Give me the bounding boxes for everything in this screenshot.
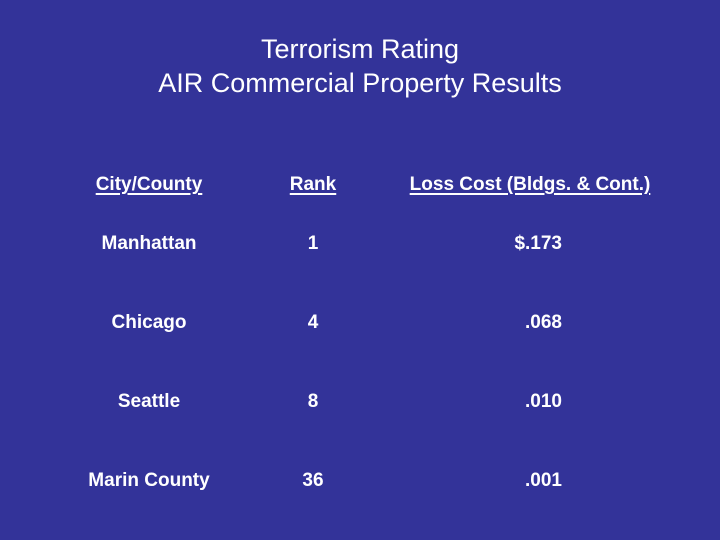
row-rank: 36 — [302, 470, 324, 491]
row-city: Manhattan — [101, 233, 197, 254]
row-loss-cost: .010 — [525, 391, 562, 412]
title-line-2: AIR Commercial Property Results — [158, 68, 562, 98]
row-city: Chicago — [111, 312, 187, 333]
header-city-county: City/County — [95, 174, 203, 195]
title-line-1: Terrorism Rating — [260, 34, 460, 64]
row-city: Marin County — [88, 470, 210, 491]
row-rank: 1 — [307, 233, 319, 254]
header-rank: Rank — [289, 174, 337, 195]
slide-title: Terrorism Rating AIR Commercial Property… — [0, 32, 720, 100]
header-loss-cost: Loss Cost (Bldgs. & Cont.) — [409, 174, 651, 195]
row-rank: 4 — [307, 312, 319, 333]
row-city: Seattle — [117, 391, 181, 412]
row-loss-cost: $.173 — [514, 233, 562, 254]
row-loss-cost: .001 — [525, 470, 562, 491]
row-rank: 8 — [307, 391, 319, 412]
row-loss-cost: .068 — [525, 312, 562, 333]
